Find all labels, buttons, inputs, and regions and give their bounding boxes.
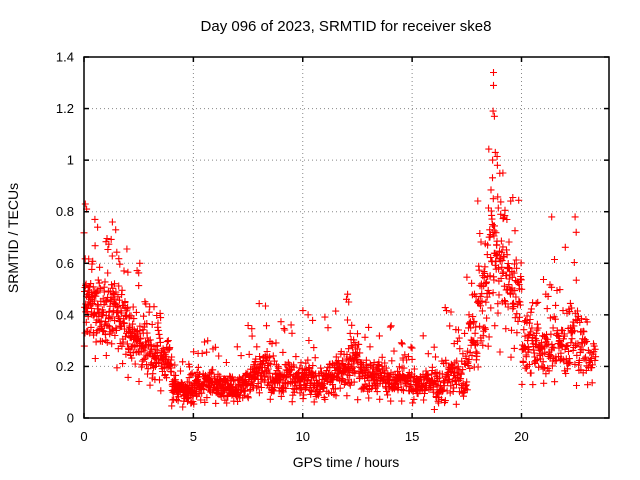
chart-title: Day 096 of 2023, SRMTID for receiver ske… (201, 18, 492, 35)
y-tick-label: 1.4 (56, 50, 74, 65)
axes-border-and-ticks (83, 56, 610, 419)
y-tick-label: 0 (67, 411, 74, 426)
x-tick-label: 10 (296, 429, 310, 444)
x-tick-label: 5 (190, 429, 197, 444)
y-tick-label: 1 (67, 153, 74, 168)
y-tick-label: 0.8 (56, 204, 74, 219)
grid-lines (84, 57, 609, 418)
y-tick-labels: 0 0.2 0.4 0.6 0.8 1 1.2 1.4 (56, 50, 74, 426)
x-axis-label: GPS time / hours (293, 454, 400, 470)
y-tick-label: 1.2 (56, 101, 74, 116)
x-tick-label: 20 (514, 429, 528, 444)
y-tick-label: 0.6 (56, 256, 74, 271)
x-tick-labels: 0 5 10 15 20 (80, 429, 528, 444)
y-axis-label: SRMTID / TECUs (5, 183, 21, 293)
x-tick-label: 0 (80, 429, 87, 444)
y-tick-label: 0.4 (56, 307, 74, 322)
y-tick-label: 0.2 (56, 359, 74, 374)
x-tick-label: 15 (405, 429, 419, 444)
